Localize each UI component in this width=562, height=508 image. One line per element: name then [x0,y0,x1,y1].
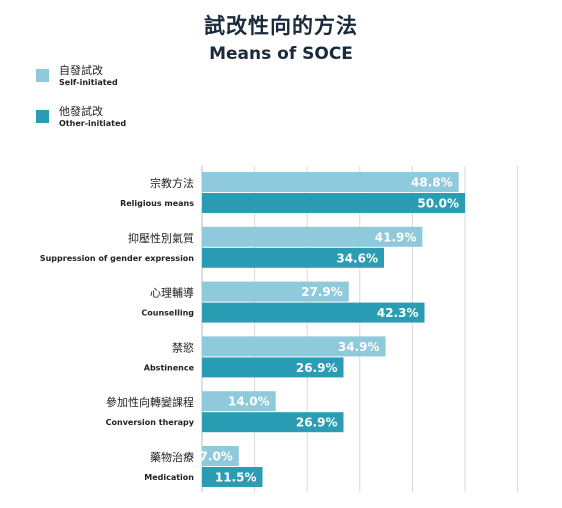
bar [202,226,423,247]
data-label: 11.5% [215,471,257,485]
data-label: 42.3% [377,306,419,320]
bar [202,412,344,433]
data-label: 50.0% [417,197,459,211]
category-label-en: Medication [144,473,194,482]
category-label-en: Counselling [141,309,194,318]
category-label-zh: 禁慾 [172,340,194,354]
chart-title-english: Means of SOCE [209,44,353,64]
category-label-zh: 宗教方法 [150,176,194,190]
legend-label-zh: 他發試改 [59,105,103,118]
chart-title-chinese: 試改性向的方法 [204,14,358,38]
data-label: 26.9% [296,361,338,375]
category-label-en: Conversion therapy [106,418,195,427]
data-label: 26.9% [296,416,338,430]
category-label-zh: 參加性向轉變課程 [106,395,194,409]
data-label: 27.9% [301,285,343,299]
data-label: 34.9% [338,340,380,354]
data-label: 14.0% [228,395,270,409]
category-label-en: Suppression of gender expression [40,254,194,263]
legend-label-zh: 自發試改 [59,64,103,77]
category-label-zh: 心理輔導 [150,286,194,300]
legend-label-en: Self-initiated [59,78,118,87]
data-label: 34.6% [336,251,378,265]
data-label: 48.8% [411,176,453,190]
bar [202,391,276,412]
legend-swatch-self-initiated [36,69,49,82]
bar [202,247,384,268]
bar [202,336,386,357]
data-label: 41.9% [375,230,417,244]
legend-swatch-other-initiated [36,110,49,123]
category-label-zh: 抑壓性別氣質 [128,231,194,245]
legend-label-en: Other-initiated [59,119,127,128]
bar [202,302,425,323]
category-label-zh: 藥物治療 [150,450,194,464]
data-label: 7.0% [200,450,233,464]
bar [202,446,239,466]
category-label-en: Abstinence [144,363,195,372]
bar [202,357,344,378]
bar [202,193,465,213]
category-label-en: Religious means [120,199,194,208]
bar [202,467,263,487]
bar [202,172,459,192]
bar [202,281,349,302]
